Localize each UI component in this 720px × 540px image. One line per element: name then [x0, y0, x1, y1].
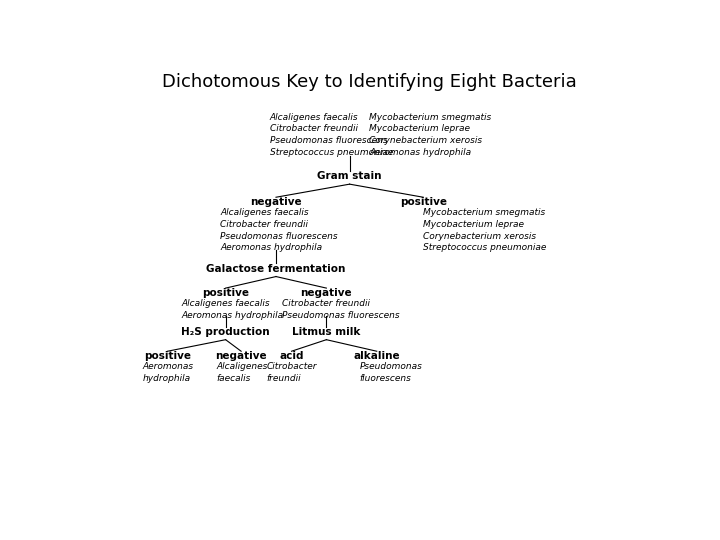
Text: Aeromonas
hydrophila: Aeromonas hydrophila [143, 362, 194, 383]
Text: Pseudomonas
fluorescens: Pseudomonas fluorescens [360, 362, 423, 383]
Text: Litmus milk: Litmus milk [292, 327, 361, 337]
Text: negative: negative [250, 197, 302, 207]
Text: Alcaligenes faecalis
Aeromonas hydrophila: Alcaligenes faecalis Aeromonas hydrophil… [181, 299, 284, 320]
Text: Gram stain: Gram stain [318, 172, 382, 181]
Text: negative: negative [215, 351, 267, 361]
Text: Alcaligenes
faecalis: Alcaligenes faecalis [216, 362, 268, 383]
Text: Galactose fermentation: Galactose fermentation [207, 264, 346, 274]
Text: Alcaligenes faecalis
Citrobacter freundii
Pseudomonas fluorescens
Aeromonas hydr: Alcaligenes faecalis Citrobacter freundi… [220, 208, 338, 252]
Text: positive: positive [144, 351, 191, 361]
Text: Citrobacter
freundii: Citrobacter freundii [266, 362, 318, 383]
Text: Citrobacter freundii
Pseudomonas fluorescens: Citrobacter freundii Pseudomonas fluores… [282, 299, 400, 320]
Text: positive: positive [202, 288, 249, 298]
Text: positive: positive [400, 197, 446, 207]
Text: Mycobacterium smegmatis
Mycobacterium leprae
Corynebacterium xerosis
Streptococc: Mycobacterium smegmatis Mycobacterium le… [423, 208, 546, 252]
Text: Mycobacterium smegmatis
Mycobacterium leprae
Corynebacterium xerosis
Aeromonas h: Mycobacterium smegmatis Mycobacterium le… [369, 112, 491, 157]
Text: alkaline: alkaline [354, 351, 400, 361]
Text: Dichotomous Key to Identifying Eight Bacteria: Dichotomous Key to Identifying Eight Bac… [161, 73, 577, 91]
Text: negative: negative [300, 288, 352, 298]
Text: Alcaligenes faecalis
Citrobacter freundii
Pseudomonas fluorescens
Streptococcus : Alcaligenes faecalis Citrobacter freundi… [270, 112, 393, 157]
Text: acid: acid [279, 351, 304, 361]
Text: H₂S production: H₂S production [181, 327, 270, 337]
